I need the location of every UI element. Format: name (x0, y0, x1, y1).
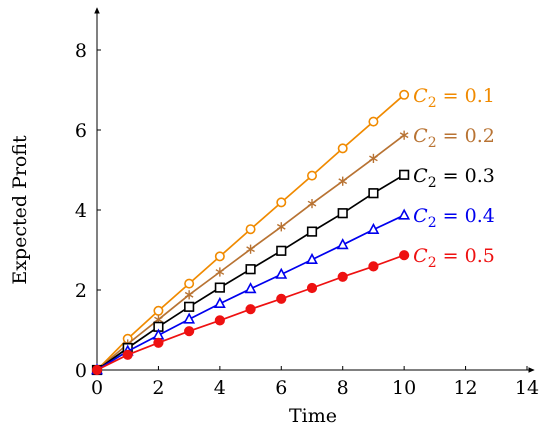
star-stroke (184, 291, 194, 298)
data-point (245, 304, 256, 315)
data-point (338, 176, 348, 186)
star-stroke (246, 246, 255, 253)
x-tick-label: 2 (152, 377, 164, 399)
axes (94, 7, 535, 373)
data-point (399, 130, 409, 140)
x-tick-label: 8 (337, 377, 349, 399)
data-point (184, 278, 195, 289)
data-point (399, 250, 410, 261)
data-point (184, 326, 195, 337)
star-stroke (307, 200, 317, 207)
series-4 (91, 208, 411, 375)
x-tick-label: 4 (214, 377, 226, 399)
data-point (215, 267, 225, 277)
data-point (367, 222, 380, 234)
data-point (398, 208, 411, 220)
data-point (399, 89, 410, 100)
data-point (276, 293, 287, 304)
x-tick-label: 12 (453, 377, 477, 399)
data-point (91, 364, 103, 376)
series-2 (92, 130, 409, 375)
y-tick-label: 4 (75, 200, 87, 222)
series-label: C2 = 0.1 (413, 85, 495, 111)
data-point (368, 116, 379, 127)
data-point (214, 315, 225, 326)
data-point (214, 282, 225, 293)
data-point (306, 226, 318, 237)
y-tick-label: 0 (75, 360, 87, 382)
data-point (275, 267, 288, 279)
data-point (306, 252, 318, 265)
star-stroke (369, 155, 378, 162)
series-layer (91, 89, 411, 376)
data-point (369, 153, 378, 163)
data-point (276, 197, 287, 208)
series-label: C2 = 0.2 (413, 125, 495, 151)
data-point (244, 282, 257, 294)
data-point (337, 143, 348, 154)
data-point (337, 271, 348, 282)
data-point (246, 244, 255, 254)
data-point (153, 305, 164, 316)
data-point (122, 349, 133, 360)
y-axis-title: Expected Profit (9, 135, 31, 285)
data-point (183, 312, 196, 324)
series-1 (92, 89, 410, 375)
x-tick-label: 14 (515, 377, 539, 399)
x-axis-title: Time (289, 405, 337, 427)
data-point (276, 222, 286, 232)
series-5 (91, 250, 410, 376)
data-point (336, 238, 349, 250)
data-point (214, 251, 225, 262)
data-point (245, 224, 256, 235)
x-tick-label: 6 (275, 377, 287, 399)
data-point (337, 208, 348, 219)
data-point (399, 169, 410, 180)
star-stroke (338, 178, 348, 185)
y-tick-label: 2 (75, 280, 87, 302)
series-label: C2 = 0.3 (413, 165, 495, 191)
x-tick-label: 0 (91, 377, 103, 399)
star-stroke (399, 132, 409, 139)
star-stroke (276, 223, 286, 230)
series-label: C2 = 0.5 (413, 245, 495, 271)
star-stroke (215, 269, 225, 275)
data-point (368, 261, 379, 272)
y-tick-label: 8 (75, 40, 87, 62)
x-tick-label: 10 (392, 377, 416, 399)
data-point (306, 170, 317, 181)
data-point (307, 199, 317, 209)
data-point (184, 290, 194, 300)
data-point (306, 282, 318, 294)
data-point (213, 296, 226, 309)
data-point (245, 264, 256, 275)
series-3 (91, 169, 410, 376)
series-labels: C2 = 0.1 C2 = 0.2 C2 = 0.3 C2 = 0.4 C2 = 0.5 (413, 85, 495, 271)
data-point (153, 337, 164, 348)
y-tick-label: 6 (75, 120, 87, 142)
data-point (184, 301, 195, 312)
data-point (276, 245, 287, 256)
tick-labels: 0 2 4 6 8 10 12 14 0 2 4 6 8 (75, 40, 539, 399)
series-label: C2 = 0.4 (413, 205, 495, 231)
data-point (368, 188, 379, 199)
star-stroke (154, 316, 163, 323)
